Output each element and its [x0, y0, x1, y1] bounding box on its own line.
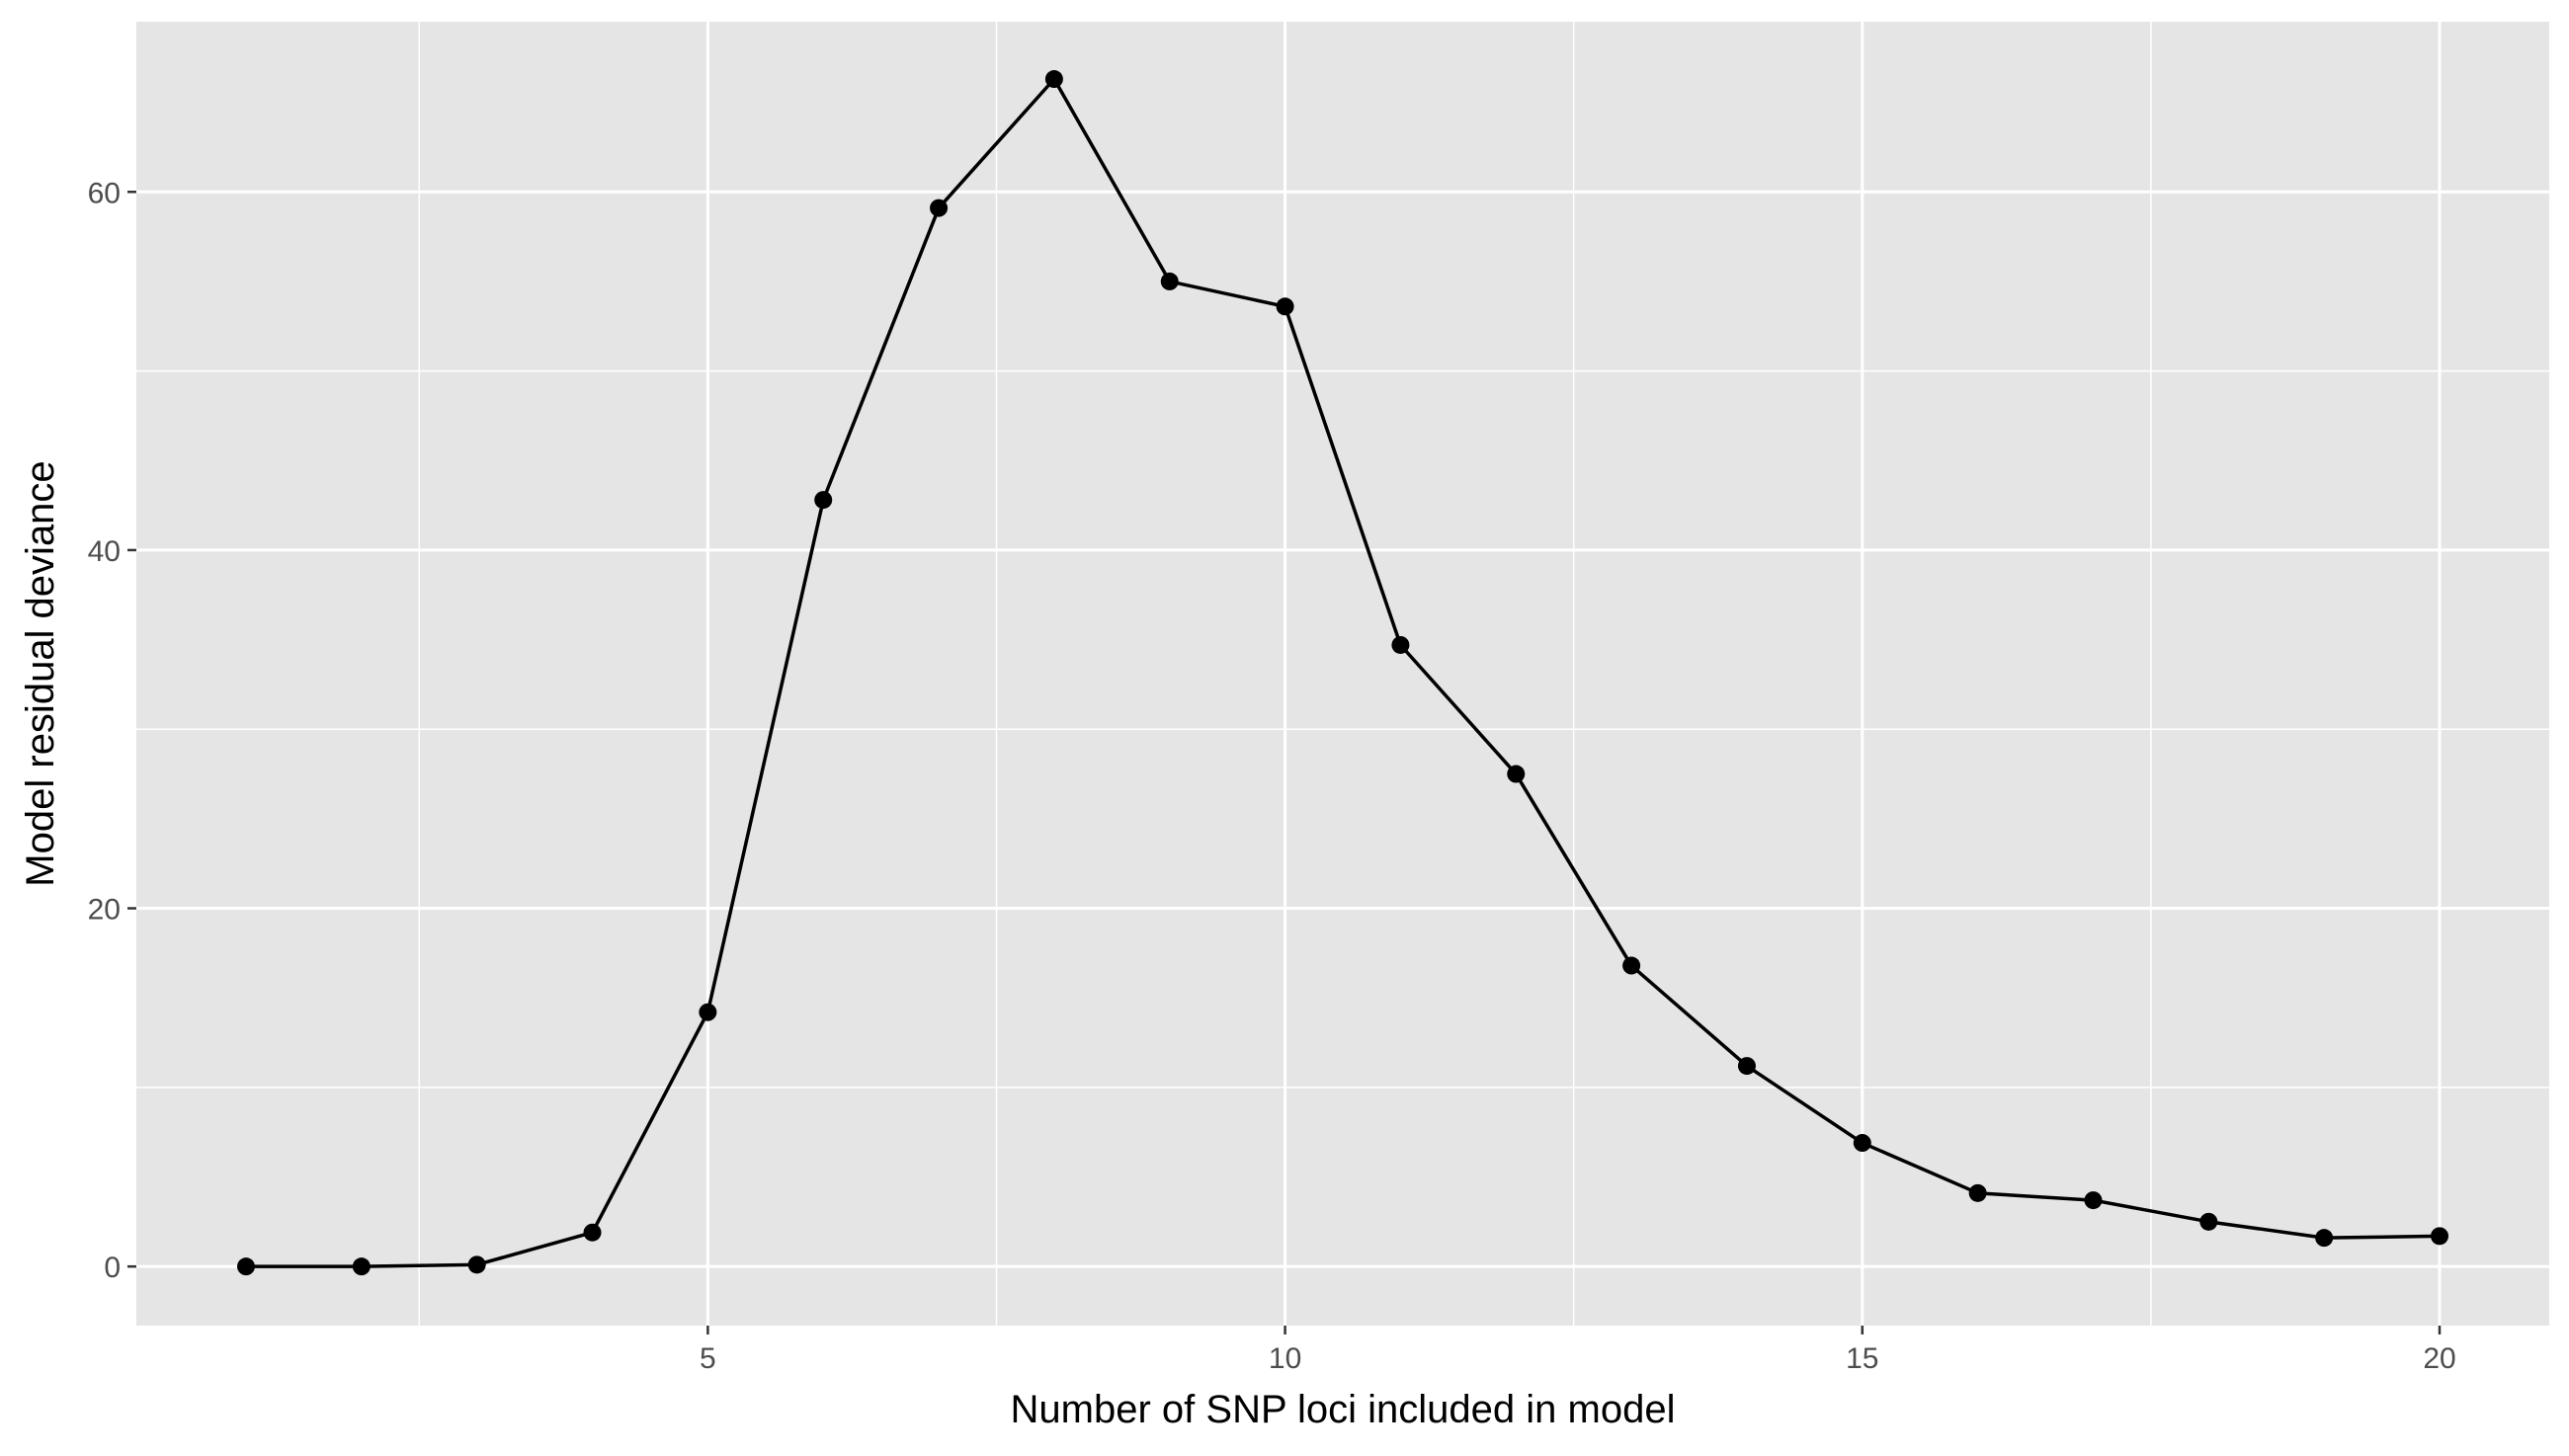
data-point: [467, 1255, 486, 1274]
data-point: [1507, 765, 1526, 783]
data-point: [2431, 1227, 2448, 1246]
data-point: [1853, 1134, 1871, 1153]
data-point: [1391, 635, 1410, 654]
data-point: [2199, 1212, 2218, 1231]
y-tick-label: 40: [88, 535, 121, 568]
data-point: [2084, 1191, 2103, 1210]
x-tick-label: 15: [1846, 1342, 1878, 1375]
data-point: [1737, 1057, 1756, 1076]
data-points: [237, 70, 2448, 1276]
data-point: [1276, 297, 1294, 316]
data-point: [699, 1003, 717, 1021]
y-tick-label: 0: [104, 1252, 121, 1284]
tick-labels: 5 10 15 20 0 20 40 60: [88, 177, 2456, 1375]
data-point: [583, 1223, 602, 1242]
series-line: [246, 77, 2441, 1268]
data-point: [2315, 1229, 2334, 1248]
data-point: [930, 199, 949, 217]
data-point: [1622, 956, 1641, 975]
y-axis-title: Model residual deviance: [19, 460, 62, 886]
data-point: [237, 1257, 255, 1276]
x-tick-label: 5: [700, 1342, 716, 1375]
x-tick-label: 20: [2423, 1342, 2455, 1375]
data-point: [1968, 1183, 1987, 1202]
grid-minor: [136, 22, 2549, 1326]
plot-panel: [136, 22, 2549, 1326]
x-tick-label: 10: [1269, 1342, 1301, 1375]
axis-ticks: [127, 191, 2442, 1335]
grid-major: [136, 22, 2549, 1326]
data-point: [1160, 272, 1179, 290]
y-tick-label: 20: [88, 894, 121, 927]
y-tick-label: 60: [88, 177, 121, 209]
x-axis-title: Number of SNP loci included in model: [1011, 1388, 1676, 1431]
data-point: [1044, 70, 1063, 89]
data-point: [814, 491, 833, 510]
data-point: [352, 1257, 371, 1276]
